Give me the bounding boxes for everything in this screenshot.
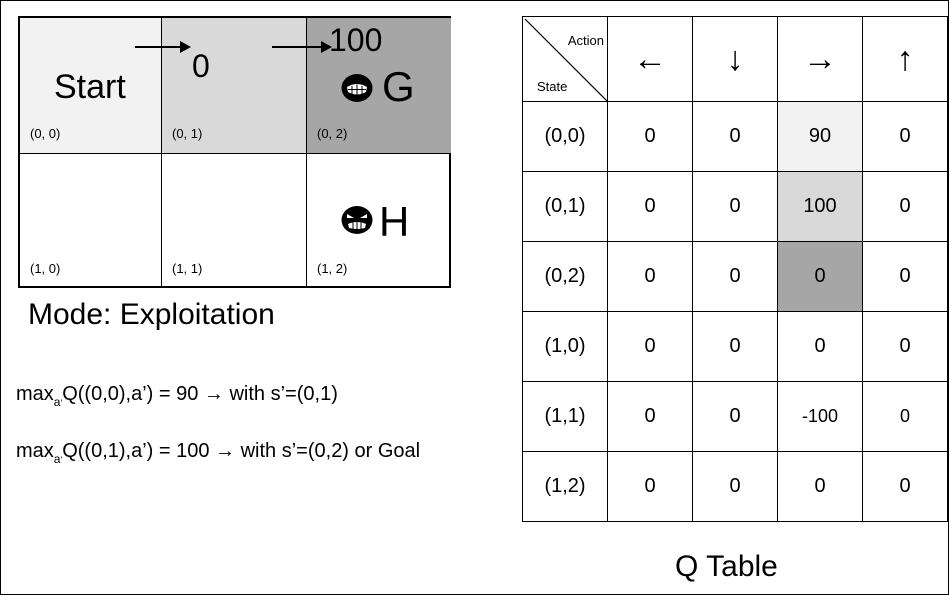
grid-cell-1-2: H (1, 2) xyxy=(307,154,451,288)
state-label: (1,0) xyxy=(522,311,608,382)
grid-cell-0-2: 100 G (0, 2) xyxy=(307,18,451,154)
q-table-row: (0,2) 0 0 0 0 xyxy=(522,241,948,312)
q-value-highlight: 90 xyxy=(777,101,863,172)
q-value: 0 xyxy=(607,381,693,452)
q-value: 0 xyxy=(607,311,693,382)
q-table-title: Q Table xyxy=(675,550,778,583)
q-value: 0 xyxy=(862,311,948,382)
formula-subsub: ' xyxy=(60,398,63,408)
q-value: 0 xyxy=(862,241,948,312)
q-value: 0 xyxy=(862,451,948,522)
goal-label: G xyxy=(382,63,415,110)
q-value: 0 xyxy=(692,101,778,172)
q-table-header: Action State ← ↓ → ↑ xyxy=(522,16,948,102)
grid-cell-1-1: (1, 1) xyxy=(162,154,307,288)
action-left-icon: ← xyxy=(607,16,693,102)
state-label: (0,1) xyxy=(522,171,608,242)
q-table-row: (1,2) 0 0 0 0 xyxy=(522,451,948,522)
cell-coord: (1, 0) xyxy=(30,261,61,276)
q-table: Action State ← ↓ → ↑ (0,0) 0 0 90 0 (0,1… xyxy=(522,16,948,522)
q-value: 0 xyxy=(607,101,693,172)
q-table-corner: Action State xyxy=(522,16,608,102)
corner-state-label: State xyxy=(537,79,568,94)
formula-max: max xyxy=(16,383,54,405)
q-value: -100 xyxy=(777,381,863,452)
cell-coord: (1, 1) xyxy=(172,261,203,276)
q-value: 0 xyxy=(607,451,693,522)
q-value: 0 xyxy=(692,241,778,312)
cell-coord: (1, 2) xyxy=(317,261,348,276)
action-up-icon: ↑ xyxy=(862,16,948,102)
formula-sub: a xyxy=(53,452,61,466)
formula-2: maxa'Q((0,1),a’) = 100 → with s’=(0,2) o… xyxy=(16,440,420,466)
state-label: (1,2) xyxy=(522,451,608,522)
transition-arrow-1 xyxy=(135,41,191,53)
state-label: (1,1) xyxy=(522,381,608,452)
cell-coord: (0, 1) xyxy=(172,126,203,141)
q-value: 0 xyxy=(862,381,948,452)
q-value: 0 xyxy=(862,101,948,172)
q-table-row: (1,0) 0 0 0 0 xyxy=(522,311,948,382)
corner-action-label: Action xyxy=(567,33,604,48)
formula-sub: a xyxy=(53,395,61,409)
action-down-icon: ↓ xyxy=(692,16,778,102)
q-value: 0 xyxy=(862,171,948,242)
mode-label: Mode: Exploitation xyxy=(28,298,275,331)
grinning-face-icon xyxy=(341,73,373,108)
hole-label: H xyxy=(379,198,410,245)
grid-cell-1-0: (1, 0) xyxy=(20,154,162,288)
start-label: Start xyxy=(54,68,126,106)
q-table-row: (1,1) 0 0 -100 0 xyxy=(522,381,948,452)
formula-subsub: ' xyxy=(60,455,63,465)
q-value: 0 xyxy=(692,451,778,522)
reward-label: 100 xyxy=(329,22,383,58)
q-value-highlight: 0 xyxy=(777,241,863,312)
q-value: 0 xyxy=(692,381,778,452)
q-value: 0 xyxy=(607,171,693,242)
state-label: (0,2) xyxy=(522,241,608,312)
formula-body: Q((0,1),a’) = 100 → with s’=(0,2) or Goa… xyxy=(62,440,421,462)
grid-cell-0-1: 0 (0, 1) xyxy=(162,18,307,154)
state-label: (0,0) xyxy=(522,101,608,172)
q-table-row: (0,1) 0 0 100 0 xyxy=(522,171,948,242)
formula-body: Q((0,0),a’) = 90 → with s’=(0,1) xyxy=(62,383,338,405)
grid-cell-0-0: Start (0, 0) xyxy=(20,18,162,154)
q-value: 0 xyxy=(692,311,778,382)
q-value: 0 xyxy=(777,311,863,382)
q-value: 0 xyxy=(607,241,693,312)
corner-diagonal xyxy=(524,18,607,101)
transition-arrow-2 xyxy=(272,41,332,53)
q-value: 0 xyxy=(692,171,778,242)
formula-max: max xyxy=(16,440,54,462)
q-value-highlight: 100 xyxy=(777,171,863,242)
cell-coord: (0, 0) xyxy=(30,126,61,141)
action-right-icon: → xyxy=(777,16,863,102)
formula-1: maxa'Q((0,0),a’) = 90 → with s’=(0,1) xyxy=(16,383,338,409)
grid-world: Start (0, 0) 0 (0, 1) 100 G (0, 2) (1, 0… xyxy=(18,16,451,288)
q-value: 0 xyxy=(777,451,863,522)
angry-face-icon xyxy=(341,205,373,240)
reward-label: 0 xyxy=(192,48,210,84)
q-table-row: (0,0) 0 0 90 0 xyxy=(522,101,948,172)
cell-coord: (0, 2) xyxy=(317,126,348,141)
